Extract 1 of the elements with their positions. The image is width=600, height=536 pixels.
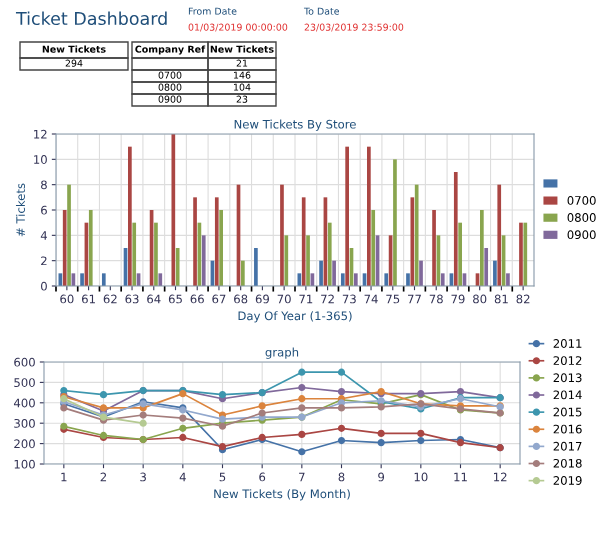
- text: Ticket Dashboard: [15, 11, 167, 26]
